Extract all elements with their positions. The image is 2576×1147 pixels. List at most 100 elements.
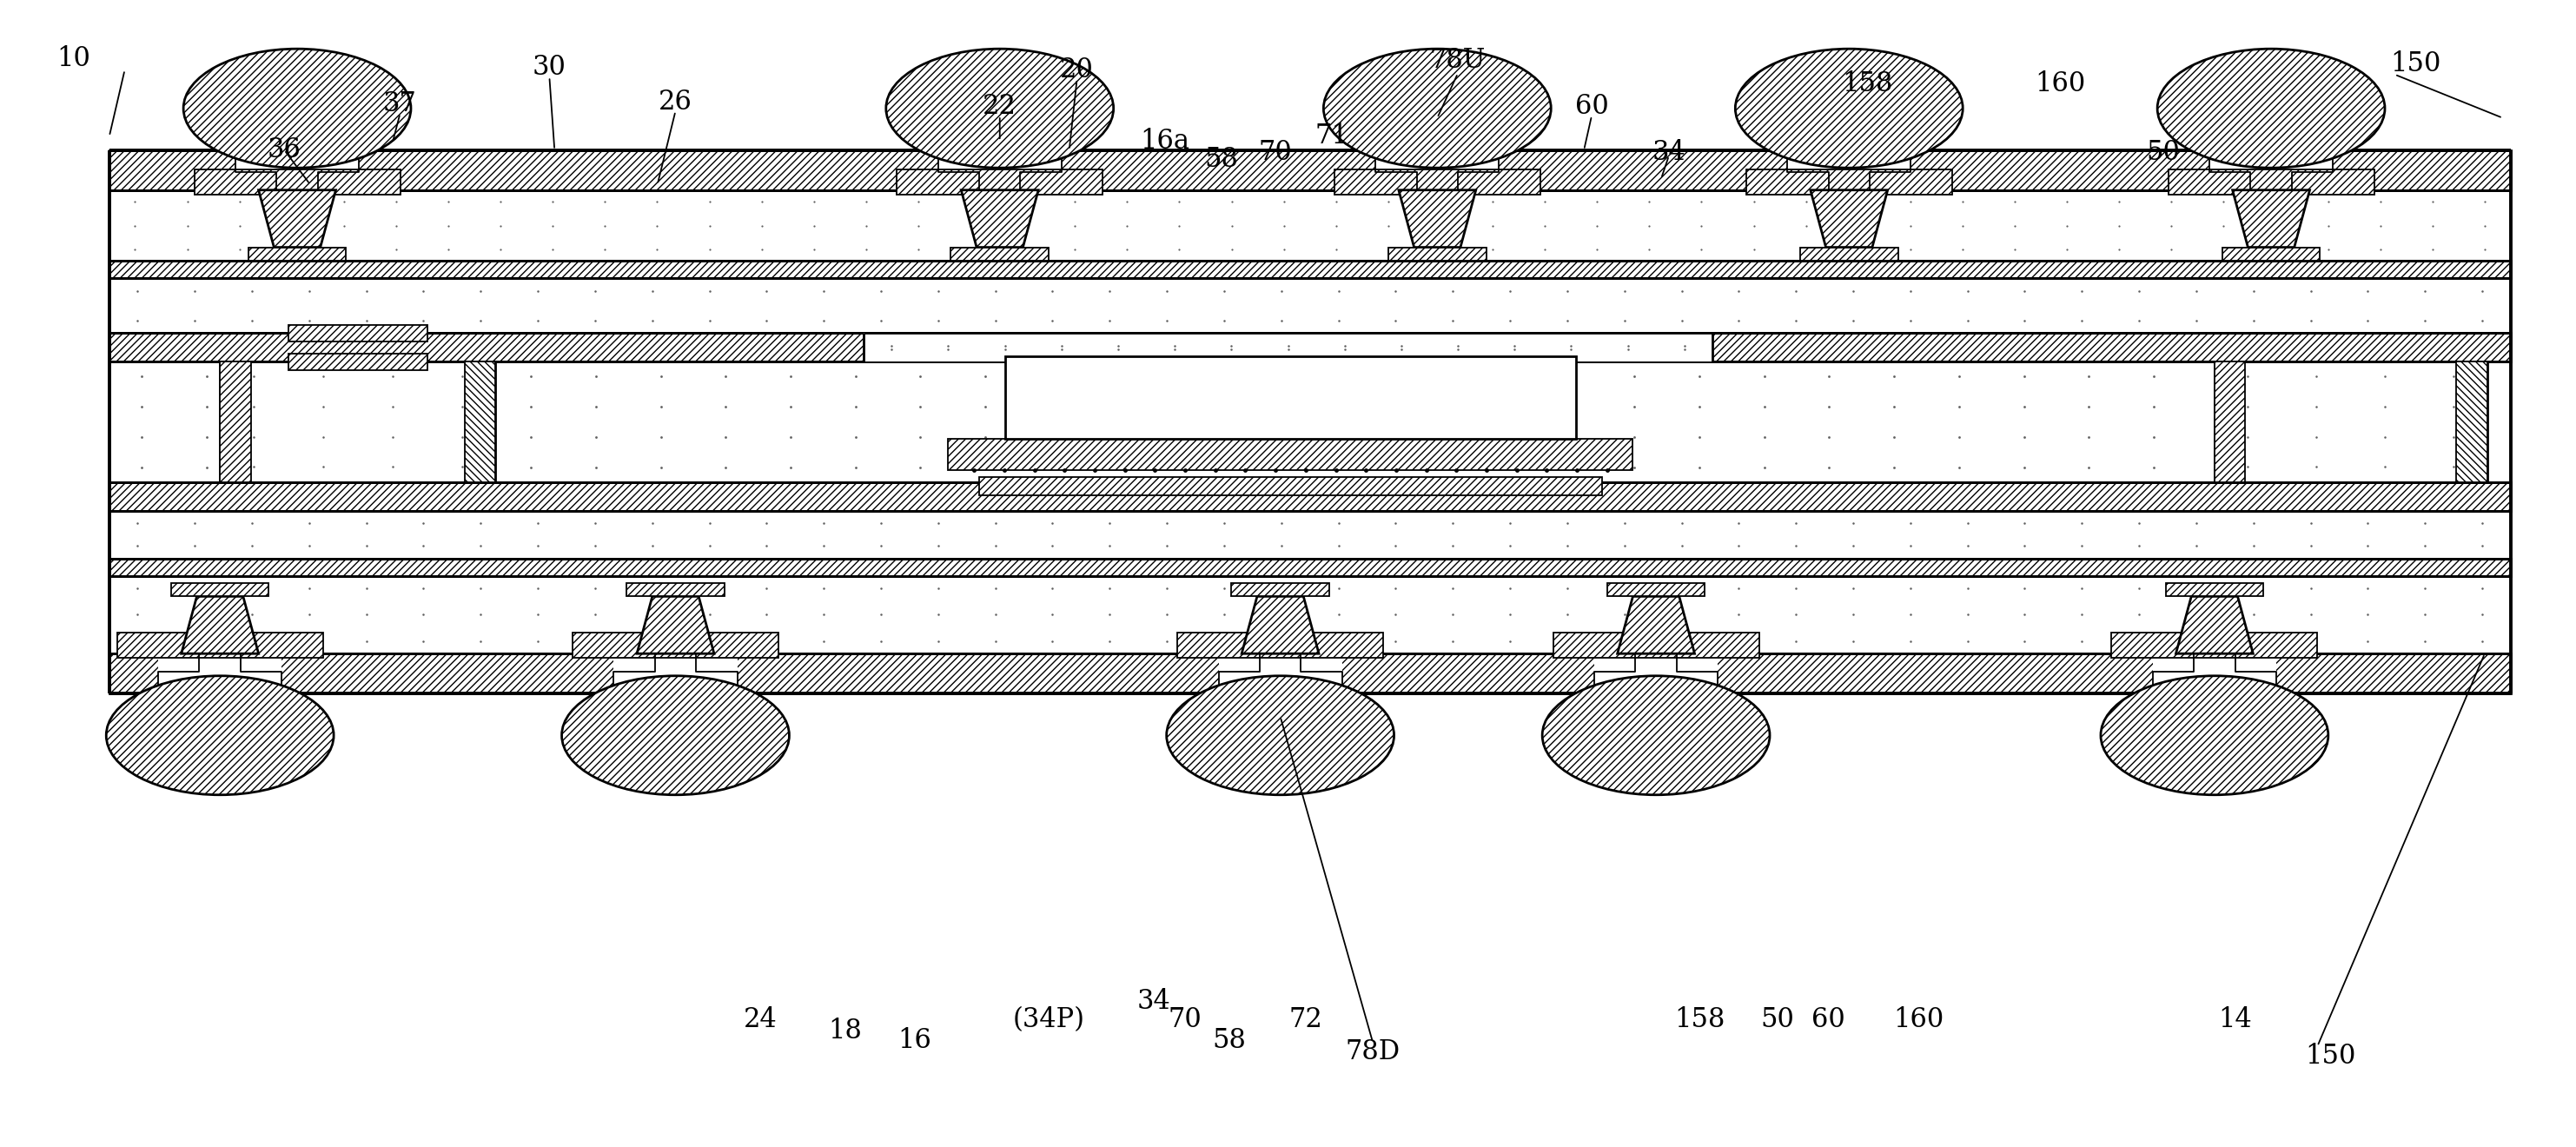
Text: 24: 24 [744, 1006, 778, 1033]
Text: 150: 150 [2306, 1043, 2354, 1070]
Bar [2210, 150, 2334, 190]
Text: 70: 70 [1170, 1006, 1203, 1033]
Bar [193, 170, 399, 195]
Bar [1607, 583, 1705, 596]
Bar [219, 361, 495, 482]
Bar [108, 262, 2512, 279]
Text: 71: 71 [1314, 123, 1350, 150]
Bar [948, 438, 1633, 470]
Bar [1005, 356, 1577, 438]
Ellipse shape [886, 49, 1113, 167]
Bar [2215, 361, 2488, 482]
Text: (34P): (34P) [1012, 1006, 1084, 1033]
Bar [863, 333, 1713, 361]
Text: 36: 36 [268, 136, 301, 164]
Bar [108, 654, 2512, 694]
Text: 10: 10 [57, 45, 90, 72]
Text: 70: 70 [1257, 139, 1293, 166]
Polygon shape [2177, 596, 2254, 654]
Bar [170, 583, 268, 596]
Ellipse shape [1543, 676, 1770, 795]
Bar [108, 279, 2512, 333]
Bar [247, 248, 345, 262]
Ellipse shape [562, 676, 788, 795]
Text: 34: 34 [1139, 988, 1172, 1015]
Ellipse shape [183, 49, 412, 167]
Text: 160: 160 [2035, 70, 2087, 97]
Ellipse shape [2156, 49, 2385, 167]
Bar [1388, 248, 1486, 262]
Bar [219, 361, 495, 482]
Text: 34: 34 [1651, 139, 1685, 166]
Bar [108, 559, 2512, 576]
Bar [464, 361, 495, 482]
Bar [1801, 248, 1899, 262]
Bar [108, 333, 2512, 361]
Text: 60: 60 [1574, 93, 1607, 120]
Polygon shape [1242, 596, 1319, 654]
Ellipse shape [1324, 49, 1551, 167]
Bar [979, 477, 1602, 496]
Ellipse shape [1167, 676, 1394, 795]
Bar [2154, 654, 2277, 694]
Text: 37: 37 [384, 91, 417, 118]
Bar [108, 361, 2512, 482]
Polygon shape [961, 190, 1038, 248]
Text: 30: 30 [533, 54, 567, 81]
Text: 22: 22 [984, 93, 1018, 120]
Bar [108, 150, 2512, 190]
Bar [219, 361, 250, 482]
Ellipse shape [106, 676, 335, 795]
Bar [2215, 361, 2246, 482]
Bar [157, 654, 281, 694]
Bar [289, 353, 428, 369]
Polygon shape [1618, 596, 1695, 654]
Text: 78D: 78D [1345, 1038, 1401, 1066]
Text: 58: 58 [1203, 146, 1239, 173]
Bar [2166, 583, 2264, 596]
Text: 20: 20 [1061, 56, 1095, 84]
Bar [1376, 150, 1499, 190]
Bar [938, 150, 1061, 190]
Polygon shape [636, 596, 714, 654]
Ellipse shape [2102, 676, 2329, 795]
Text: 18: 18 [829, 1017, 863, 1045]
Bar [1218, 654, 1342, 694]
Bar [234, 150, 358, 190]
Polygon shape [1399, 190, 1476, 248]
Bar [108, 510, 2512, 559]
Text: 14: 14 [2218, 1006, 2251, 1033]
Bar [108, 482, 2512, 510]
Bar [108, 576, 2512, 654]
Bar [1747, 170, 1953, 195]
Text: 26: 26 [659, 88, 693, 116]
Bar [626, 583, 724, 596]
Bar [2169, 170, 2375, 195]
Polygon shape [258, 190, 335, 248]
Bar [1553, 633, 1759, 658]
Ellipse shape [1736, 49, 1963, 167]
Bar [1231, 583, 1329, 596]
Bar [289, 325, 428, 341]
Bar [1788, 150, 1911, 190]
Bar [613, 654, 737, 694]
Text: 58: 58 [1211, 1027, 1247, 1054]
Bar [2112, 633, 2318, 658]
Text: 150: 150 [2391, 50, 2439, 78]
Bar [896, 170, 1103, 195]
Bar [108, 190, 2512, 262]
Bar [2221, 364, 2483, 479]
Text: 16: 16 [899, 1027, 933, 1054]
Bar [224, 364, 489, 479]
Polygon shape [1811, 190, 1888, 248]
Text: 50: 50 [2146, 139, 2179, 166]
Bar [572, 633, 778, 658]
Bar [2458, 361, 2488, 482]
Bar [951, 248, 1048, 262]
Bar [116, 633, 322, 658]
Polygon shape [180, 596, 258, 654]
Bar [863, 333, 1713, 361]
Text: 78U: 78U [1430, 47, 1486, 75]
Bar [1334, 170, 1540, 195]
Bar [1595, 654, 1718, 694]
